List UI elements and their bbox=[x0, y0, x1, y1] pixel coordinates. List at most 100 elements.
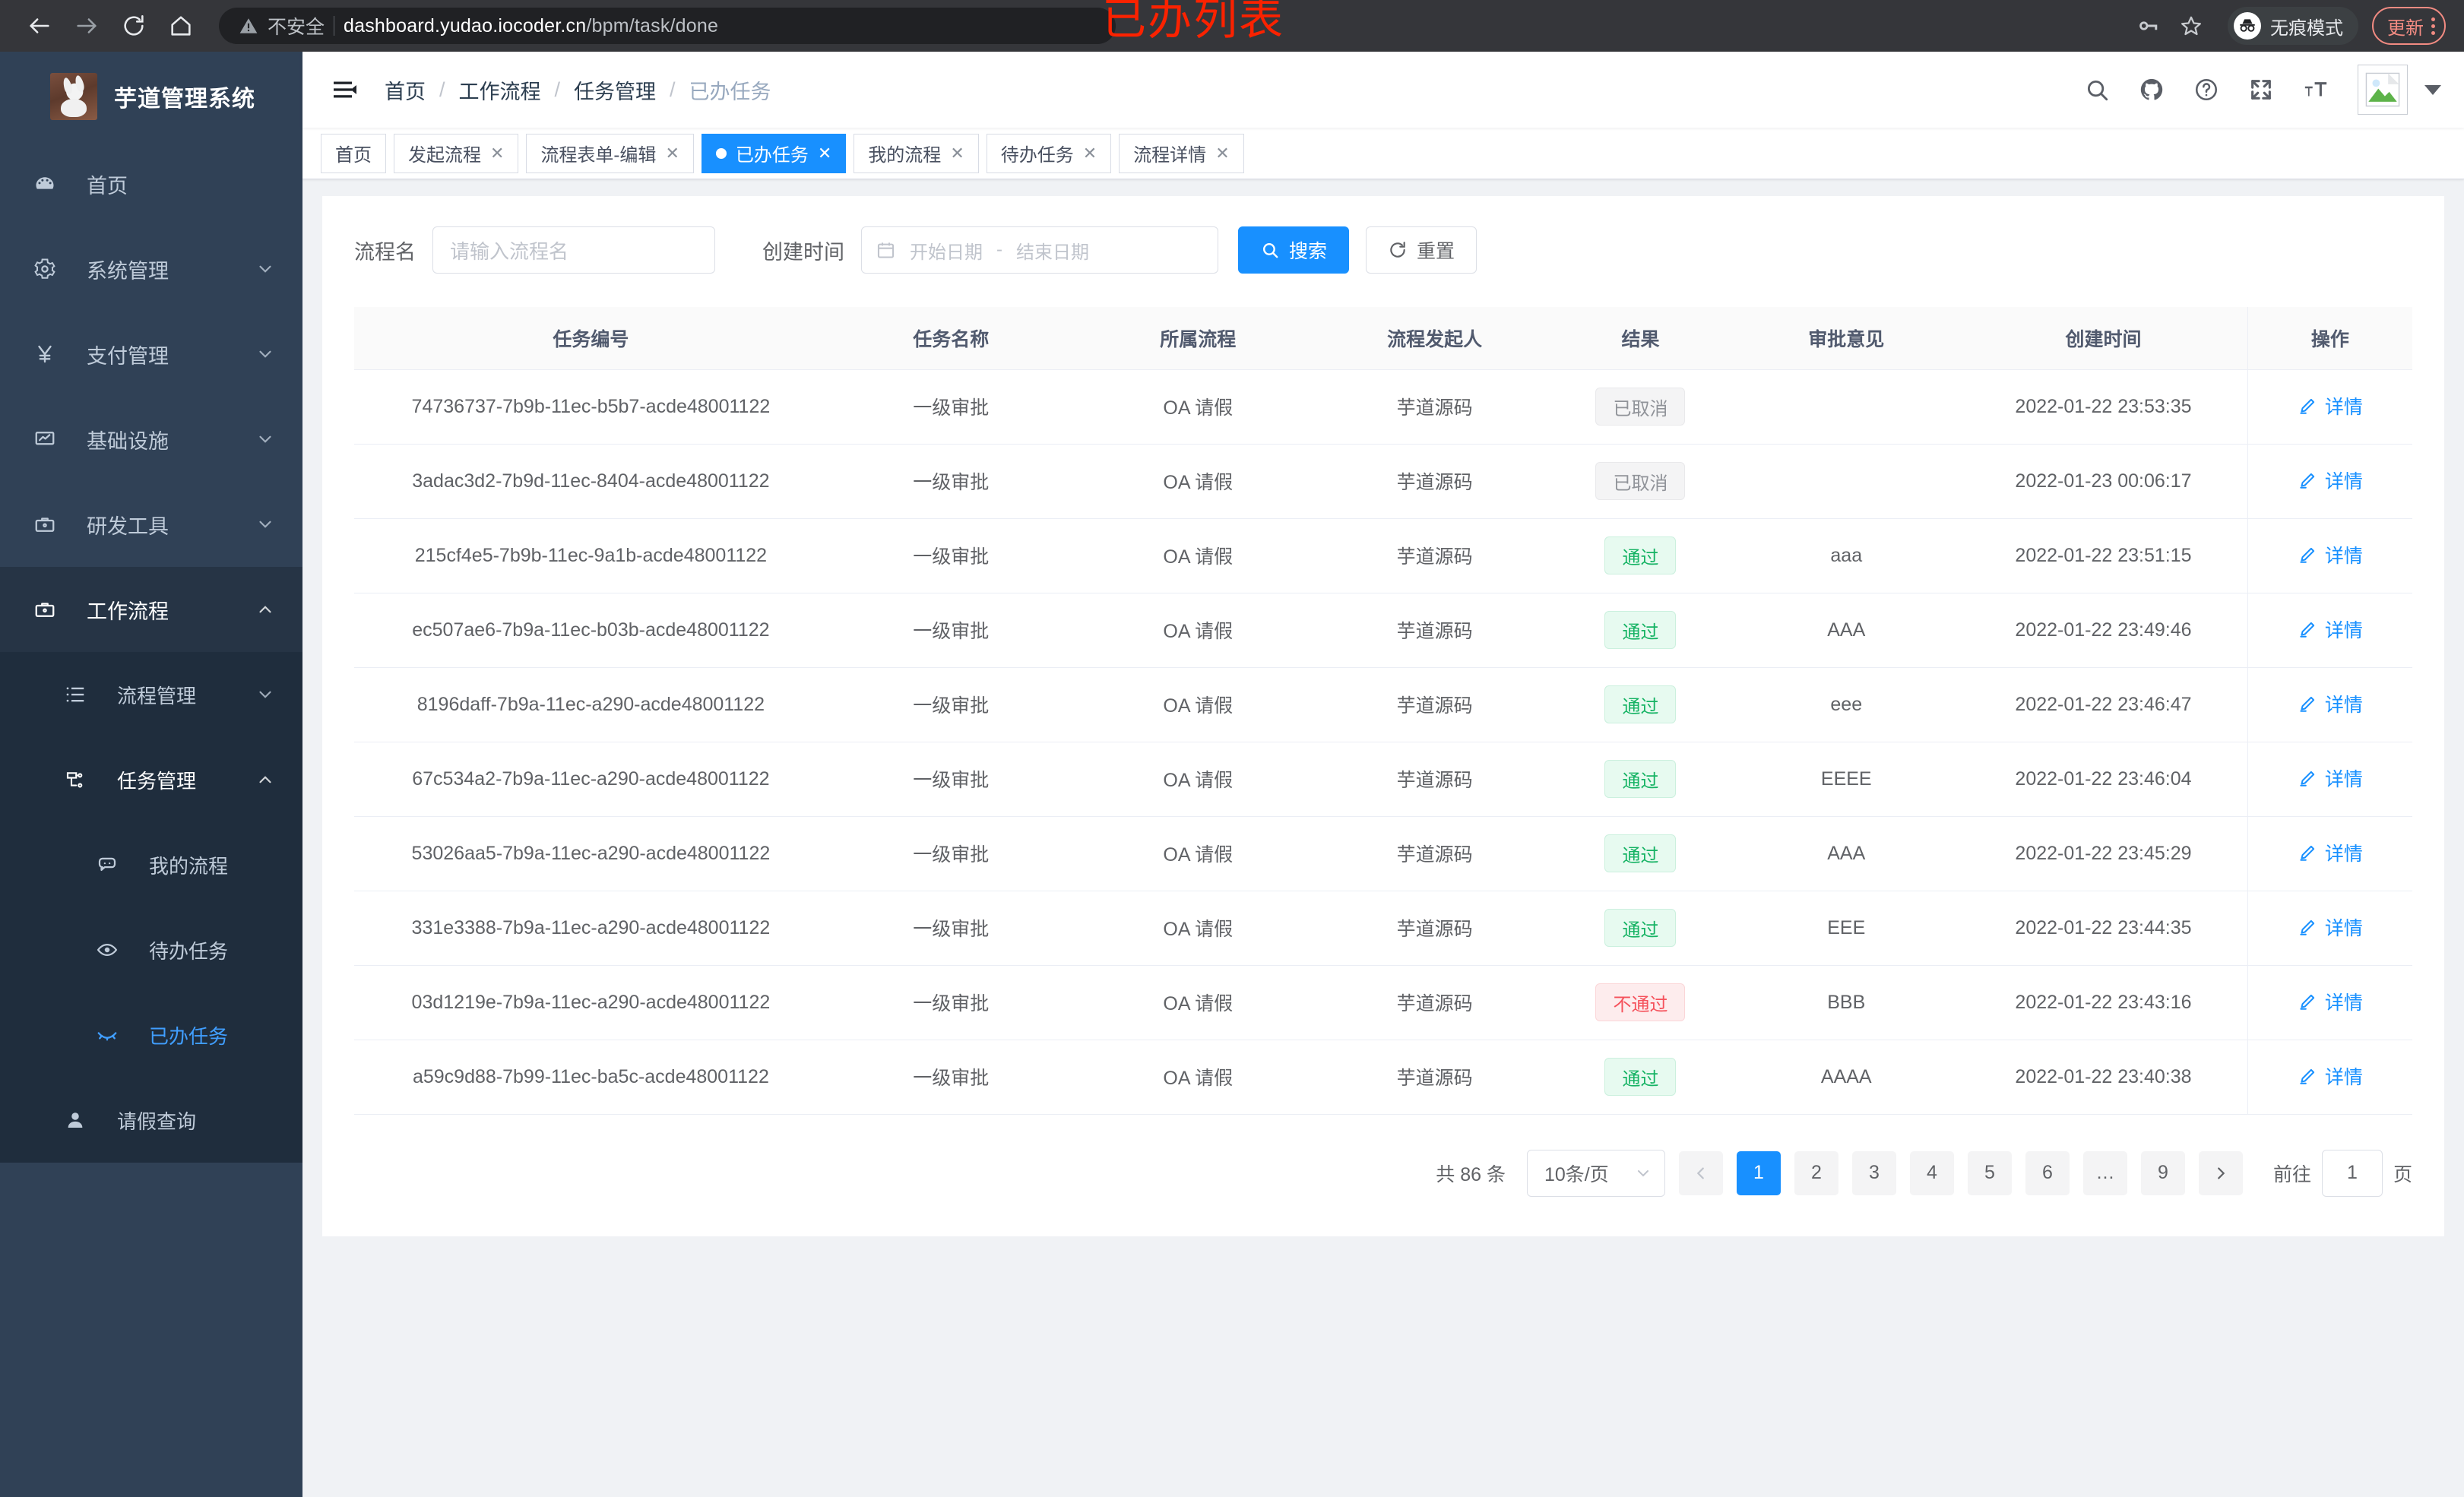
cell-actions: 详情 bbox=[2247, 369, 2412, 445]
detail-button[interactable]: 详情 bbox=[2298, 988, 2363, 1015]
breadcrumb-item-home[interactable]: 首页 bbox=[385, 80, 426, 103]
update-button[interactable]: 更新 bbox=[2372, 7, 2446, 45]
status-badge: 已取消 bbox=[1595, 388, 1686, 426]
detail-button[interactable]: 详情 bbox=[2298, 392, 2363, 419]
breadcrumb-item-current: 已办任务 bbox=[689, 80, 771, 103]
tab-process-form-edit[interactable]: 流程表单-编辑 ✕ bbox=[526, 133, 694, 173]
page-button-9[interactable]: 9 bbox=[2140, 1150, 2185, 1195]
detail-button[interactable]: 详情 bbox=[2298, 541, 2363, 568]
reset-button[interactable]: 重置 bbox=[1366, 226, 1477, 274]
forward-button[interactable] bbox=[65, 5, 108, 47]
search-button[interactable]: 搜索 bbox=[1238, 226, 1350, 274]
chevron-down-icon[interactable] bbox=[2424, 84, 2441, 95]
sidebar-item-label: 研发工具 bbox=[87, 514, 169, 538]
github-icon[interactable] bbox=[2139, 77, 2165, 103]
tab-process-detail[interactable]: 流程详情 ✕ bbox=[1119, 133, 1244, 173]
breadcrumb-separator: / bbox=[670, 78, 676, 101]
detail-button[interactable]: 详情 bbox=[2298, 467, 2363, 494]
tab-my-process[interactable]: 我的流程 ✕ bbox=[854, 133, 979, 173]
detail-button[interactable]: 详情 bbox=[2298, 616, 2363, 643]
search-input[interactable]: 请输入流程名 bbox=[432, 226, 715, 274]
jump-page-input[interactable]: 1 bbox=[2321, 1149, 2383, 1197]
page-button-3[interactable]: 3 bbox=[1851, 1150, 1896, 1195]
sidebar-item-my-process[interactable]: 我的流程 bbox=[0, 822, 302, 907]
sidebar-item-task-management[interactable]: 任务管理 bbox=[0, 737, 302, 822]
close-icon[interactable]: ✕ bbox=[817, 143, 832, 163]
sidebar-item-devtools[interactable]: 研发工具 bbox=[0, 482, 302, 567]
bookmark-star-icon[interactable] bbox=[2171, 6, 2211, 46]
prev-page-button[interactable] bbox=[1678, 1150, 1723, 1195]
page-button-4[interactable]: 4 bbox=[1909, 1150, 1954, 1195]
chevron-down-icon bbox=[255, 259, 275, 279]
column-comment: 审批意见 bbox=[1733, 307, 1960, 370]
date-range-picker[interactable]: 开始日期 - 结束日期 bbox=[861, 226, 1218, 274]
detail-label: 详情 bbox=[2324, 620, 2363, 641]
content-card: 流程名 请输入流程名 创建时间 开始日期 - 结束日期 搜索 bbox=[322, 196, 2444, 1236]
brand[interactable]: 芋道管理系统 bbox=[0, 52, 302, 141]
home-button[interactable] bbox=[160, 5, 202, 47]
incognito-indicator[interactable]: 无痕模式 bbox=[2228, 7, 2358, 45]
sidebar-item-label: 支付管理 bbox=[87, 344, 169, 368]
sidebar-item-todo-task[interactable]: 待办任务 bbox=[0, 907, 302, 992]
next-page-button[interactable] bbox=[2198, 1150, 2243, 1195]
tab-done-task[interactable]: 已办任务 ✕ bbox=[701, 133, 847, 173]
back-button[interactable] bbox=[18, 5, 61, 47]
sidebar-toggle-icon[interactable] bbox=[330, 74, 360, 105]
detail-button[interactable]: 详情 bbox=[2298, 913, 2363, 941]
close-icon[interactable]: ✕ bbox=[665, 143, 679, 163]
font-size-icon[interactable] bbox=[2303, 77, 2329, 103]
reload-button[interactable] bbox=[112, 5, 155, 47]
cell-initiator: 芋道源码 bbox=[1321, 1040, 1548, 1115]
page-size-select[interactable]: 10条/页 bbox=[1526, 1149, 1665, 1197]
cell-created-time: 2022-01-23 00:06:17 bbox=[1959, 444, 2248, 519]
breadcrumb-item-task-management[interactable]: 任务管理 bbox=[574, 80, 657, 103]
fullscreen-icon[interactable] bbox=[2248, 77, 2274, 103]
sidebar-item-done-task[interactable]: 已办任务 bbox=[0, 992, 302, 1078]
detail-button[interactable]: 详情 bbox=[2298, 690, 2363, 717]
search-icon[interactable] bbox=[2084, 77, 2110, 103]
page-ellipsis[interactable]: … bbox=[2082, 1150, 2127, 1195]
page-button-5[interactable]: 5 bbox=[1967, 1150, 2012, 1195]
breadcrumb-separator: / bbox=[439, 78, 445, 101]
chevron-down-icon bbox=[255, 344, 275, 364]
detail-button[interactable]: 详情 bbox=[2298, 764, 2363, 792]
chevron-left-icon bbox=[1696, 1166, 1704, 1179]
status-badge: 通过 bbox=[1604, 760, 1677, 798]
password-key-icon[interactable] bbox=[2129, 6, 2168, 46]
cell-process: OA 请假 bbox=[1074, 667, 1322, 742]
detail-button[interactable]: 详情 bbox=[2298, 1062, 2363, 1090]
address-bar[interactable]: 不安全 dashboard.yudao.iocoder.cn/bpm/task/… bbox=[219, 8, 1116, 44]
close-icon[interactable]: ✕ bbox=[950, 143, 964, 163]
task-submenu: 我的流程 待办任务 已办任务 bbox=[0, 822, 302, 1078]
page-button-6[interactable]: 6 bbox=[2025, 1150, 2070, 1195]
sidebar-item-system[interactable]: 系统管理 bbox=[0, 226, 302, 312]
tab-todo-task[interactable]: 待办任务 ✕ bbox=[986, 133, 1112, 173]
brand-title: 芋道管理系统 bbox=[114, 87, 255, 112]
cell-result: 通过 bbox=[1547, 816, 1734, 891]
close-icon[interactable]: ✕ bbox=[1082, 143, 1097, 163]
sidebar-item-infrastructure[interactable]: 基础设施 bbox=[0, 397, 302, 482]
detail-button[interactable]: 详情 bbox=[2298, 839, 2363, 866]
page-content: 流程名 请输入流程名 创建时间 开始日期 - 结束日期 搜索 bbox=[302, 179, 2464, 1497]
sidebar-item-leave-query[interactable]: 请假查询 bbox=[0, 1078, 302, 1163]
tab-home[interactable]: 首页 bbox=[321, 133, 386, 173]
close-icon[interactable]: ✕ bbox=[490, 143, 505, 163]
cell-comment: EEEE bbox=[1733, 742, 1960, 817]
breadcrumb-item-workflow[interactable]: 工作流程 bbox=[458, 80, 541, 103]
tab-start-process[interactable]: 发起流程 ✕ bbox=[394, 133, 519, 173]
avatar[interactable] bbox=[2358, 65, 2408, 115]
sidebar-item-payment[interactable]: 支付管理 bbox=[0, 312, 302, 397]
page-button-1[interactable]: 1 bbox=[1736, 1150, 1781, 1195]
cell-task-name: 一级审批 bbox=[827, 444, 1075, 519]
close-icon[interactable]: ✕ bbox=[1215, 143, 1230, 163]
edit-pencil-icon bbox=[2300, 547, 2314, 563]
chrome-menu-icon[interactable] bbox=[2431, 16, 2435, 36]
cell-process: OA 请假 bbox=[1074, 742, 1322, 817]
cell-comment: AAAA bbox=[1733, 1040, 1960, 1115]
cell-task-name: 一级审批 bbox=[827, 891, 1075, 966]
page-button-2[interactable]: 2 bbox=[1794, 1150, 1838, 1195]
help-icon[interactable] bbox=[2193, 77, 2219, 103]
sidebar-item-process-management[interactable]: 流程管理 bbox=[0, 652, 302, 737]
sidebar-item-workflow[interactable]: 工作流程 bbox=[0, 567, 302, 652]
sidebar-item-home[interactable]: 首页 bbox=[0, 141, 302, 226]
